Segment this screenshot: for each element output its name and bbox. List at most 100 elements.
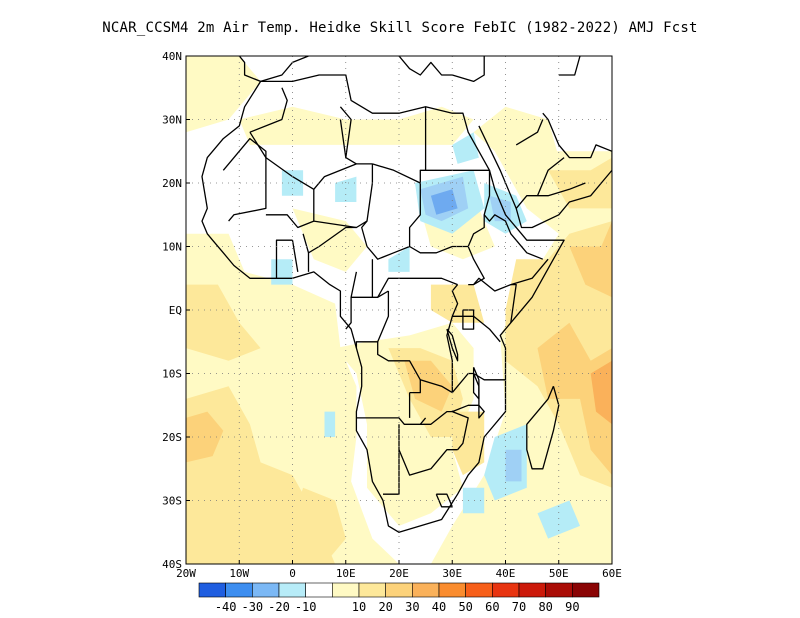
colorbar-label: 70 [512, 600, 526, 614]
colorbar-swatch [518, 582, 546, 598]
colorbar-label: -10 [295, 600, 317, 614]
longitude-tick-label: 10W [229, 567, 249, 580]
country-border [483, 214, 517, 241]
country-border [473, 277, 517, 323]
latitude-tick-label: 20N [162, 177, 182, 190]
shading-region [430, 189, 458, 215]
colorbar-swatch [332, 582, 360, 598]
colorbar-swatch [305, 582, 333, 598]
shading-region [537, 500, 580, 539]
country-border [515, 119, 544, 146]
colorbar-label: 30 [405, 600, 419, 614]
latitude-tick-label: 40N [162, 50, 182, 63]
longitude-tick-label: 0 [289, 567, 296, 580]
country-border [249, 87, 288, 133]
shading-region [473, 106, 559, 171]
latitude-tick-label: 20S [162, 431, 182, 444]
longitude-tick-label: 60E [602, 567, 622, 580]
colorbar-label: -30 [241, 600, 263, 614]
mediterranean-north-coast [398, 56, 485, 83]
country-border [345, 297, 352, 330]
colorbar-swatch [225, 582, 253, 598]
longitude-tick-label: 50E [549, 567, 569, 580]
country-border [478, 404, 485, 419]
colorbar-label: -20 [268, 600, 290, 614]
colorbar-label: 90 [565, 600, 579, 614]
shading-region [292, 487, 346, 564]
latitude-tick-label: EQ [169, 304, 182, 317]
country-border [308, 226, 357, 254]
country-border [515, 182, 586, 209]
lat-lon-grid [186, 56, 612, 564]
latitude-tick-label: 10N [162, 241, 182, 254]
country-border [536, 157, 565, 196]
caspian-coast [558, 56, 581, 76]
colorbar-swatch [252, 582, 280, 598]
shading-region [590, 360, 612, 425]
colorbar-label: 10 [352, 600, 366, 614]
country-border [361, 163, 410, 260]
map-title: NCAR_CCSM4 2m Air Temp. Heidke Skill Sco… [102, 20, 698, 36]
longitude-ticks: 20W 10W 0 10E 20E 30E 40E 50E 60E [176, 560, 622, 580]
shading-region [271, 259, 293, 285]
arabia-coastline [478, 112, 612, 229]
colorbar-swatch [198, 582, 226, 598]
shading-region [537, 322, 612, 476]
colorbar-swatch [358, 582, 386, 598]
country-border [383, 424, 400, 495]
country-border [452, 315, 501, 343]
country-border [372, 106, 427, 184]
longitude-tick-label: 20E [389, 567, 409, 580]
country-border [467, 170, 491, 247]
shading-region [186, 284, 261, 361]
shading-region [548, 157, 612, 209]
colorbar-label: 60 [485, 600, 499, 614]
shading-region [186, 56, 261, 133]
country-border [409, 379, 421, 394]
country-border [408, 183, 485, 286]
shading-region [324, 411, 336, 437]
africa-coastline [201, 74, 565, 533]
country-border [339, 106, 352, 158]
skill-score-shading [186, 56, 612, 564]
colorbar-label: 50 [458, 600, 472, 614]
colorbar-label: 20 [378, 600, 392, 614]
shading-region [452, 411, 485, 476]
colorbar-swatch [385, 582, 413, 598]
colorbar-swatch [465, 582, 493, 598]
latitude-tick-label: 30N [162, 114, 182, 127]
colorbar: -40 -30 -20 -10 10 20 30 40 50 60 70 80 90 [198, 582, 600, 614]
country-border [356, 417, 427, 425]
country-border [510, 258, 549, 286]
longitude-tick-label: 10E [336, 567, 356, 580]
shading-region [335, 176, 357, 202]
colorbar-swatch [278, 582, 306, 598]
longitude-tick-label: 30E [442, 567, 462, 580]
colorbar-swatch [412, 582, 440, 598]
shading-region [239, 106, 474, 145]
latitude-tick-label: 40S [162, 558, 182, 571]
country-boundaries [201, 56, 612, 533]
lake-outline [446, 328, 459, 362]
shading-region [292, 208, 367, 272]
colorbar-label: 80 [538, 600, 552, 614]
country-border [398, 449, 458, 476]
country-border [515, 239, 544, 260]
colorbar-swatch [492, 582, 520, 598]
colorbar-swatch [438, 582, 466, 598]
country-border [473, 372, 506, 381]
country-border [377, 277, 458, 298]
shading-region [505, 449, 522, 482]
colorbar-swatch [545, 582, 573, 598]
country-border [291, 240, 299, 273]
madagascar-coastline [526, 385, 560, 470]
shading-region [462, 487, 485, 514]
colorbar-swatch [572, 582, 600, 598]
longitude-tick-label: 20W [176, 567, 196, 580]
colorbar-label: 40 [432, 600, 446, 614]
country-border [265, 189, 315, 229]
shading-region [569, 221, 612, 298]
colorbar-label: -40 [215, 600, 237, 614]
latitude-ticks: 40N 30N 20N 10N EQ 10S 20S 30S 40S [162, 50, 190, 571]
